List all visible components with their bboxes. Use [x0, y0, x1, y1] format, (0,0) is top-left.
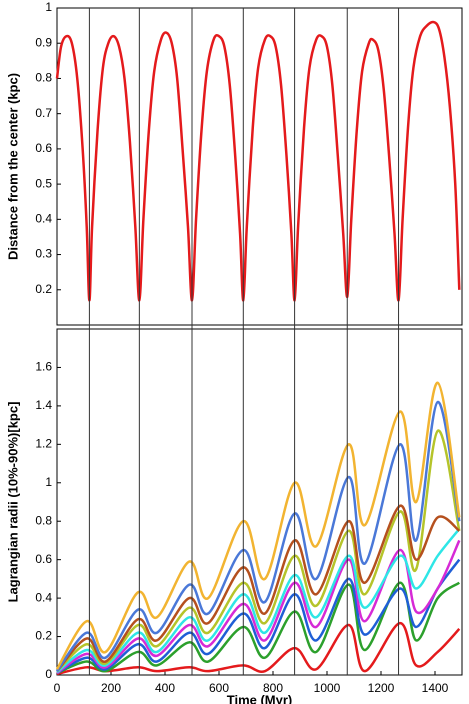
x-tick-label: 1000 [314, 681, 341, 695]
y-tick-label: 0.8 [35, 71, 52, 85]
series-line [56, 504, 461, 672]
y-axis-label: Lagrangian radii (10%-90%)[kpc] [5, 402, 20, 603]
y-tick-label: 0 [45, 667, 52, 681]
x-tick-label: 0 [54, 681, 61, 695]
series-line [56, 621, 461, 676]
x-tick-label: 1400 [422, 681, 449, 695]
x-tick-label: 800 [263, 681, 283, 695]
y-tick-label: 1.4 [35, 398, 52, 412]
y-tick-label: 0.4 [35, 212, 52, 226]
y-tick-label: 0.4 [35, 590, 52, 604]
series-line [55, 381, 461, 670]
x-tick-label: 1200 [368, 681, 395, 695]
y-tick-label: 0.9 [35, 35, 52, 49]
series-line [56, 528, 461, 674]
y-tick-label: 0.5 [35, 176, 52, 190]
y-tick-label: 0.8 [35, 513, 52, 527]
series-line [56, 539, 461, 675]
y-tick-label: 1 [45, 0, 52, 14]
plot-frame [56, 328, 463, 676]
series-line [55, 20, 461, 302]
x-axis-label: Time (Myr) [227, 692, 293, 704]
y-tick-label: 1.2 [35, 437, 52, 451]
x-tick-label: 600 [209, 681, 229, 695]
y-tick-label: 1.6 [35, 360, 52, 374]
y-tick-label: 0.2 [35, 629, 52, 643]
y-tick-label: 0.6 [35, 141, 52, 155]
x-tick-label: 200 [101, 681, 121, 695]
series-line [56, 558, 461, 675]
x-tick-label: 400 [155, 681, 175, 695]
y-tick-label: 0.2 [35, 282, 52, 296]
y-tick-label: 1 [45, 475, 52, 489]
y-tick-label: 0.3 [35, 247, 52, 261]
y-axis-label: Distance from the center (kpc) [5, 73, 20, 260]
series-line [56, 429, 461, 673]
plot-frame [56, 7, 463, 326]
y-tick-label: 0.6 [35, 552, 52, 566]
y-tick-label: 0.7 [35, 106, 52, 120]
series-line [56, 581, 461, 675]
